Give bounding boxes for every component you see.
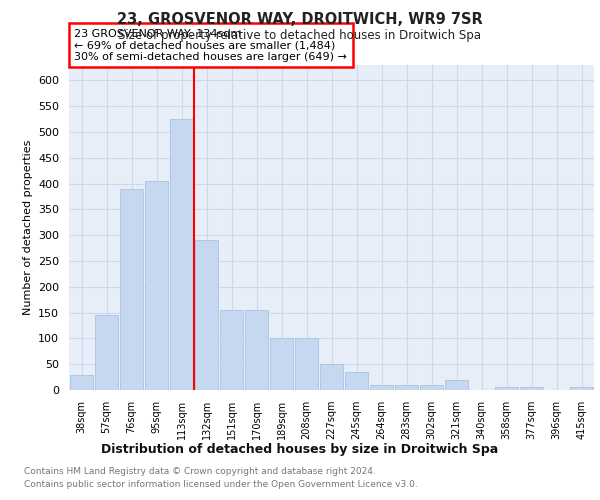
Bar	[520, 388, 543, 390]
Bar	[95, 315, 118, 390]
Bar	[320, 364, 343, 390]
Bar	[495, 388, 518, 390]
Bar	[370, 385, 393, 390]
Bar	[220, 310, 243, 390]
Bar	[395, 385, 418, 390]
Bar	[120, 189, 143, 390]
Bar	[420, 385, 443, 390]
Text: Distribution of detached houses by size in Droitwich Spa: Distribution of detached houses by size …	[101, 442, 499, 456]
Bar	[345, 372, 368, 390]
Bar	[295, 338, 318, 390]
Text: 23 GROSVENOR WAY: 134sqm
← 69% of detached houses are smaller (1,484)
30% of sem: 23 GROSVENOR WAY: 134sqm ← 69% of detach…	[74, 28, 347, 62]
Bar	[145, 181, 168, 390]
Text: 23, GROSVENOR WAY, DROITWICH, WR9 7SR: 23, GROSVENOR WAY, DROITWICH, WR9 7SR	[117, 12, 483, 28]
Bar	[195, 240, 218, 390]
Bar	[270, 338, 293, 390]
Bar	[70, 374, 93, 390]
Bar	[445, 380, 468, 390]
Bar	[570, 388, 593, 390]
Y-axis label: Number of detached properties: Number of detached properties	[23, 140, 32, 315]
Bar	[245, 310, 268, 390]
Text: Contains public sector information licensed under the Open Government Licence v3: Contains public sector information licen…	[24, 480, 418, 489]
Text: Size of property relative to detached houses in Droitwich Spa: Size of property relative to detached ho…	[119, 28, 482, 42]
Text: Contains HM Land Registry data © Crown copyright and database right 2024.: Contains HM Land Registry data © Crown c…	[24, 468, 376, 476]
Bar	[170, 119, 193, 390]
